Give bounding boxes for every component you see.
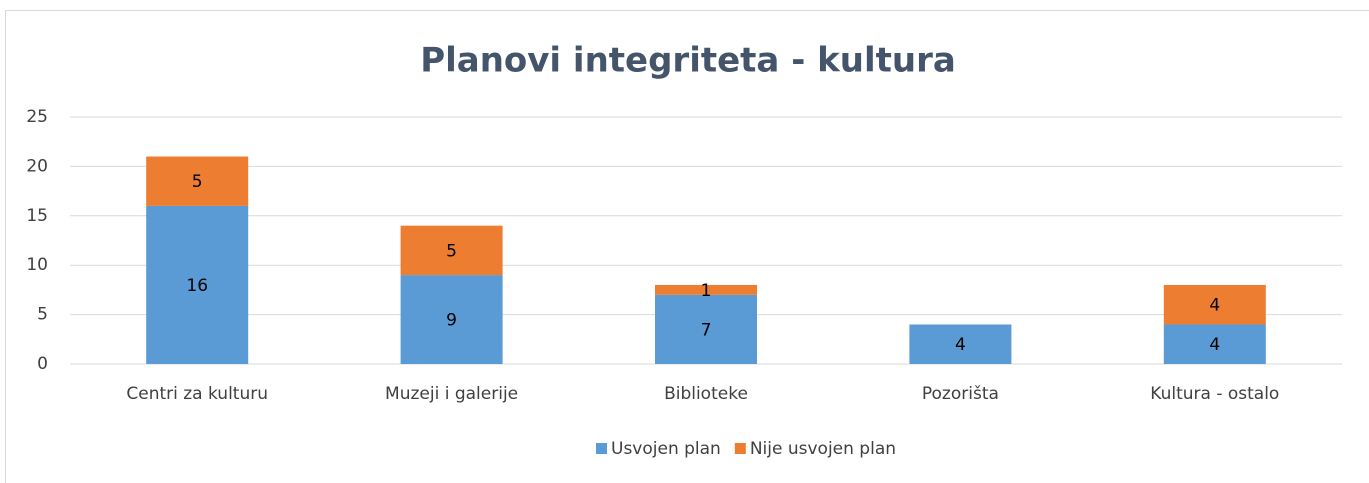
y-tick-label: 10 <box>26 255 48 275</box>
bar-segment <box>146 205 249 364</box>
bar-segment <box>1163 284 1266 325</box>
data-label: 4 <box>955 335 966 355</box>
data-label: 5 <box>192 172 203 192</box>
y-tick-label: 0 <box>37 354 48 374</box>
legend-label: Nije usvojen plan <box>750 439 896 459</box>
legend-swatch <box>734 443 746 454</box>
bar-segment <box>146 156 249 206</box>
y-tick-label: 25 <box>26 107 48 127</box>
data-label: 9 <box>446 311 457 331</box>
x-tick-label: Centri za kulturu <box>126 384 268 404</box>
x-tick-label: Biblioteke <box>664 384 748 404</box>
data-label: 7 <box>701 320 712 340</box>
legend-swatch <box>596 443 607 454</box>
chart-title: Planovi integriteta - kultura <box>420 41 956 81</box>
bar-segment <box>655 284 757 295</box>
bar-segment <box>655 294 757 364</box>
x-tick-label: Muzeji i galerije <box>385 384 518 404</box>
x-tick-label: Pozorišta <box>922 384 999 404</box>
bar-segment <box>1163 324 1266 364</box>
data-label: 16 <box>186 276 208 296</box>
data-label: 1 <box>701 281 712 301</box>
data-label: 4 <box>1209 335 1220 355</box>
bar-segment <box>400 275 503 364</box>
legend-label: Usvojen plan <box>611 439 721 459</box>
y-tick-label: 5 <box>37 305 48 325</box>
bar-segment <box>909 324 1012 364</box>
y-tick-label: 15 <box>26 206 48 226</box>
x-tick-label: Kultura - ostalo <box>1150 384 1279 404</box>
data-label: 4 <box>1209 296 1220 316</box>
data-label: 5 <box>446 241 457 261</box>
y-tick-label: 20 <box>26 156 48 176</box>
bar-segment <box>400 225 503 276</box>
